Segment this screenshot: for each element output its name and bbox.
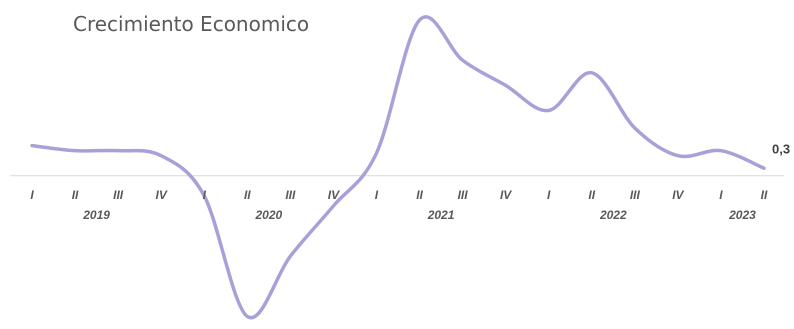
series-line [30, 15, 766, 320]
quarter-tick-label: II [416, 188, 423, 202]
year-tick-label: 2019 [82, 208, 110, 222]
quarter-tick-label: IV [328, 188, 340, 202]
chart-title: Crecimiento Economico [73, 12, 310, 36]
quarter-tick-label: III [285, 188, 296, 202]
data-label: 0,3 [772, 141, 790, 156]
year-tick-label: 2021 [427, 208, 455, 222]
quarter-tick-label: III [458, 188, 469, 202]
quarter-tick-label: I [375, 188, 379, 202]
year-tick-label: 2020 [254, 208, 282, 222]
year-labels: 2019 2020 2021 2022 2023 [82, 208, 756, 222]
quarter-tick-label: IV [156, 188, 168, 202]
quarter-tick-label: IV [672, 188, 684, 202]
quarter-tick-label: III [113, 188, 124, 202]
quarter-tick-label: II [244, 188, 251, 202]
year-tick-label: 2023 [728, 208, 756, 222]
quarter-tick-label: I [547, 188, 551, 202]
quarter-tick-label: II [72, 188, 79, 202]
quarter-tick-label: I [203, 188, 207, 202]
quarter-tick-label: II [761, 188, 768, 202]
quarter-tick-label: I [719, 188, 723, 202]
quarter-tick-label: IV [500, 188, 512, 202]
quarter-tick-label: I [30, 188, 34, 202]
data-labels: 0,3 [772, 141, 790, 156]
quarter-labels: I II III IV I II III IV I II III IV I II III IV I II [30, 188, 768, 202]
quarter-tick-label: III [630, 188, 641, 202]
year-tick-label: 2022 [599, 208, 627, 222]
quarter-tick-label: II [588, 188, 595, 202]
